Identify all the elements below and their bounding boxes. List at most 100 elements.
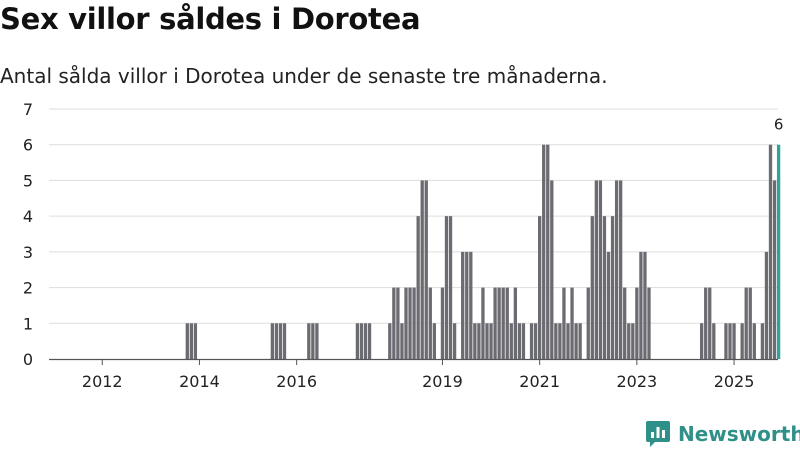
bar [631,323,635,359]
bar [278,323,283,359]
bar [538,216,542,359]
bar [485,323,489,359]
y-tick-label: 1 [23,314,33,333]
x-tick-label: 2012 [82,372,123,391]
bar [558,323,562,359]
bar [554,323,558,359]
newsworthy-bar-chart-icon [646,421,670,447]
bar [744,287,748,359]
y-tick-label: 5 [23,171,33,190]
bar [513,287,517,359]
bar [311,323,315,359]
bar [432,323,436,359]
bar [602,216,607,359]
bar [363,323,368,359]
bar [635,287,639,359]
bar [440,287,445,359]
bar [562,287,566,359]
bar [481,287,485,359]
bar [274,323,279,359]
bar [428,287,432,359]
bar [610,216,615,359]
bar [501,287,505,359]
bar [444,216,449,359]
bar [712,323,716,359]
bar [748,287,752,359]
bar [193,323,198,359]
annotations: 6 [774,116,784,134]
bar [392,287,396,359]
bar [359,323,364,359]
bar [396,287,400,359]
bar [185,323,189,359]
x-axis: 2012 2014 2016 2019 2021 2023 2025 [49,358,778,391]
bar [570,287,574,359]
bar [566,323,570,359]
x-tick-label: 2019 [422,372,463,391]
bar [517,323,522,359]
bar-highlight [776,144,781,359]
bar [760,323,765,359]
bar [521,323,526,359]
bar [594,180,598,359]
bar-chart: 0 1 2 3 4 5 6 7 2012 2014 2 0 1 6 2019 2021 2023 2025 6 [23,100,784,391]
bar [728,323,732,359]
y-axis-tick-labels: 0 1 2 3 4 5 6 7 [23,100,33,369]
bar [461,251,465,359]
x-tick-label: 2014 [179,372,220,391]
highlight-value-label: 6 [774,116,784,134]
bar [420,180,424,359]
bar [639,251,643,359]
bar [732,323,736,359]
y-tick-label: 2 [23,279,33,298]
bar [355,323,360,359]
bar [493,287,497,359]
x-tick-label: 2025 [714,372,755,391]
gridlines [49,108,778,324]
y-tick-label: 4 [23,207,33,226]
bar [586,287,590,359]
bar [529,323,534,359]
bar [533,323,538,359]
y-tick-label: 6 [23,136,33,155]
bar [598,180,603,359]
y-tick-label: 7 [23,100,33,119]
bar [614,180,619,359]
bar [404,287,408,359]
x-tick-label: 2021 [519,372,560,391]
bar [388,323,392,359]
bar [590,216,594,359]
x-tick-label: 2023 [616,372,657,391]
bar [550,180,554,359]
chart-subtitle: Antal sålda villor i Dorotea under de se… [0,64,608,88]
bar [740,323,744,359]
y-tick-label: 0 [23,350,33,369]
bar [400,323,404,359]
bar [307,323,311,359]
bar [489,323,493,359]
bar [452,323,457,359]
y-tick-label: 3 [23,243,33,262]
bar [619,180,623,359]
bar [477,323,481,359]
bar [509,323,513,359]
bar [282,323,287,359]
bar [505,287,509,359]
bar [627,323,631,359]
bar [768,144,773,359]
bar [424,180,428,359]
bar [473,323,477,359]
bar [497,287,501,359]
bar [270,323,274,359]
bar [752,323,756,359]
bar [542,144,546,359]
brand-name: Newsworthy [678,422,800,446]
bars [185,144,781,359]
bar [412,287,416,359]
bar [574,323,578,359]
bar [416,216,420,359]
bar [623,287,627,359]
bar [772,180,777,359]
bar [708,287,712,359]
bar [189,323,193,359]
